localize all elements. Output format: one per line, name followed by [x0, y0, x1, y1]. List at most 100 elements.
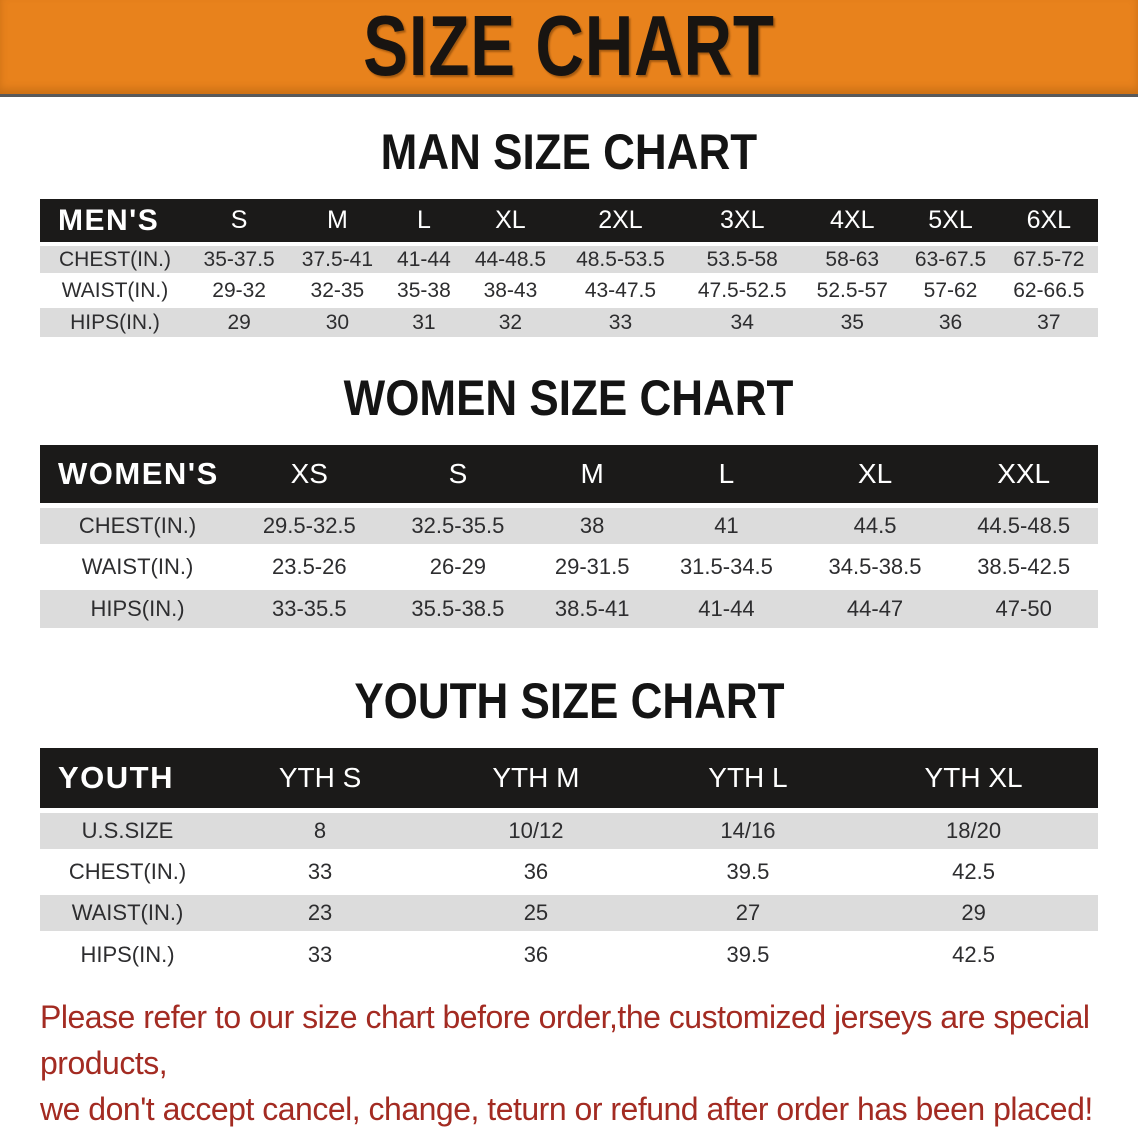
table-cell: 29 — [190, 304, 289, 337]
disclaimer: Please refer to our size chart before or… — [40, 994, 1124, 1132]
size-table-men: MEN'S S M L XL 2XL 3XL 4XL 5XL 6XL CHEST(IN.) 35-37… — [40, 199, 1098, 337]
table-cell: 36 — [425, 930, 647, 974]
table-row: CHEST(IN.) 35-37.5 37.5-41 41-44 44-48.5 48.5… — [40, 242, 1098, 275]
table-cell: 38.5-42.5 — [949, 543, 1098, 587]
table-cell: 47.5-52.5 — [681, 273, 804, 306]
table-cell: 29-32 — [190, 273, 289, 306]
table-cell: 47-50 — [949, 584, 1098, 628]
table-cell: 37.5-41 — [288, 242, 387, 275]
section-heading-women: WOMEN SIZE CHART — [0, 373, 1138, 423]
table-cell: 41-44 — [386, 242, 462, 275]
column-header: M — [326, 206, 348, 234]
table-cell: 41 — [652, 502, 801, 546]
table-cell: 37 — [999, 304, 1098, 337]
table-cell: 38 — [532, 502, 653, 546]
table-row: U.S.SIZE 8 10/12 14/16 18/20 — [40, 807, 1098, 851]
table-cell: 26-29 — [383, 543, 533, 587]
table-cell: 33 — [559, 304, 682, 337]
column-header: 2XL — [598, 206, 643, 234]
table-header-row: MEN'S S M L XL 2XL 3XL 4XL 5XL 6XL — [40, 199, 1098, 244]
section-heading-text: WOMEN SIZE CHART — [344, 370, 794, 426]
table-cell: 32-35 — [288, 273, 387, 306]
column-header: S — [230, 206, 248, 234]
table-cell: 29.5-32.5 — [235, 502, 384, 546]
table-cell: 38-43 — [461, 273, 560, 306]
size-table-women: WOMEN'S XS S M L XL XXL CHEST(IN.) 29.5-32.5 32.5… — [40, 445, 1098, 628]
table-label: YOUTH — [58, 759, 174, 795]
column-header: XS — [290, 457, 328, 489]
row-label: HIPS(IN.) — [40, 304, 190, 337]
table-cell: 44-48.5 — [461, 242, 560, 275]
table-cell: 35-38 — [386, 273, 462, 306]
table-cell: 34.5-38.5 — [800, 543, 950, 587]
table-cell: 33 — [215, 848, 426, 892]
table-cell: 62-66.5 — [999, 273, 1098, 306]
table-cell: 43-47.5 — [559, 273, 682, 306]
table-cell: 29-31.5 — [532, 543, 653, 587]
section-heading-text: YOUTH SIZE CHART — [353, 673, 785, 729]
table-cell: 18/20 — [849, 807, 1098, 851]
table-header-row: YOUTH YTH S YTH M YTH L YTH XL — [40, 748, 1098, 810]
table-cell: 31 — [386, 304, 462, 337]
table-cell: 42.5 — [849, 930, 1098, 974]
size-table-youth: YOUTH YTH S YTH M YTH L YTH XL U.S.SIZE 8 10/12… — [40, 748, 1098, 974]
table-cell: 8 — [215, 807, 426, 851]
table-cell: 31.5-34.5 — [652, 543, 801, 587]
table-label: WOMEN'S — [58, 455, 219, 491]
table-cell: 35.5-38.5 — [383, 584, 533, 628]
row-label: WAIST(IN.) — [40, 273, 190, 306]
charts-container: MAN SIZE CHART MEN'S S M L XL 2XL 3XL 4XL 5XL 6XL C… — [0, 127, 1138, 974]
table-cell: 32 — [461, 304, 560, 337]
column-header: XL — [495, 206, 526, 234]
table-row: WAIST(IN.) 23.5-26 26-29 29-31.5 31.5-34.5 34… — [40, 543, 1098, 587]
table-cell: 35-37.5 — [190, 242, 289, 275]
column-header: YTH M — [492, 761, 580, 793]
table-cell: 44.5-48.5 — [949, 502, 1098, 546]
table-cell: 25 — [425, 889, 647, 933]
table-cell: 48.5-53.5 — [559, 242, 682, 275]
row-label: HIPS(IN.) — [40, 584, 235, 628]
table-row: WAIST(IN.) 29-32 32-35 35-38 38-43 43-47.5 47.… — [40, 273, 1098, 306]
table-cell: 35 — [803, 304, 902, 337]
table-cell: 14/16 — [646, 807, 850, 851]
table-row: HIPS(IN.) 33 36 39.5 42.5 — [40, 930, 1098, 974]
column-header: YTH S — [278, 761, 362, 793]
column-header: YTH XL — [924, 761, 1023, 793]
table-cell: 52.5-57 — [803, 273, 902, 306]
size-chart-banner: SIZE CHART — [0, 0, 1138, 97]
table-row: HIPS(IN.) 29 30 31 32 33 34 35 36 37 — [40, 304, 1098, 337]
table-row: HIPS(IN.) 33-35.5 35.5-38.5 38.5-41 41-44 44-… — [40, 584, 1098, 628]
table-cell: 29 — [849, 889, 1098, 933]
table-row: WAIST(IN.) 23 25 27 29 — [40, 889, 1098, 933]
row-label: HIPS(IN.) — [40, 930, 215, 974]
section-heading-text: MAN SIZE CHART — [380, 124, 758, 180]
section-heading-youth: YOUTH SIZE CHART — [0, 676, 1138, 726]
table-row: CHEST(IN.) 33 36 39.5 42.5 — [40, 848, 1098, 892]
table-cell: 39.5 — [646, 848, 850, 892]
column-header: L — [718, 457, 735, 489]
table-header-row: WOMEN'S XS S M L XL XXL — [40, 445, 1098, 505]
table-cell: 10/12 — [425, 807, 647, 851]
table-cell: 34 — [681, 304, 804, 337]
row-label: WAIST(IN.) — [40, 543, 235, 587]
row-label: WAIST(IN.) — [40, 889, 215, 933]
table-cell: 23.5-26 — [235, 543, 384, 587]
table-cell: 67.5-72 — [999, 242, 1098, 275]
page-title: SIZE CHART — [363, 0, 775, 94]
table-cell: 33 — [215, 930, 426, 974]
disclaimer-line-2: we don't accept cancel, change, teturn o… — [40, 1091, 1093, 1127]
table-cell: 27 — [646, 889, 850, 933]
table-cell: 38.5-41 — [532, 584, 653, 628]
table-cell: 53.5-58 — [681, 242, 804, 275]
table-cell: 32.5-35.5 — [383, 502, 533, 546]
disclaimer-line-1: Please refer to our size chart before or… — [40, 999, 1090, 1081]
size-section-youth: YOUTH SIZE CHART YOUTH YTH S YTH M YTH L YTH … — [0, 676, 1138, 974]
table-cell: 63-67.5 — [901, 242, 1000, 275]
table-cell: 30 — [288, 304, 387, 337]
column-header: YTH L — [708, 761, 788, 793]
row-label: CHEST(IN.) — [40, 242, 190, 275]
table-cell: 44-47 — [800, 584, 950, 628]
column-header: XXL — [997, 457, 1051, 489]
row-label: U.S.SIZE — [40, 807, 215, 851]
table-cell: 36 — [901, 304, 1000, 337]
